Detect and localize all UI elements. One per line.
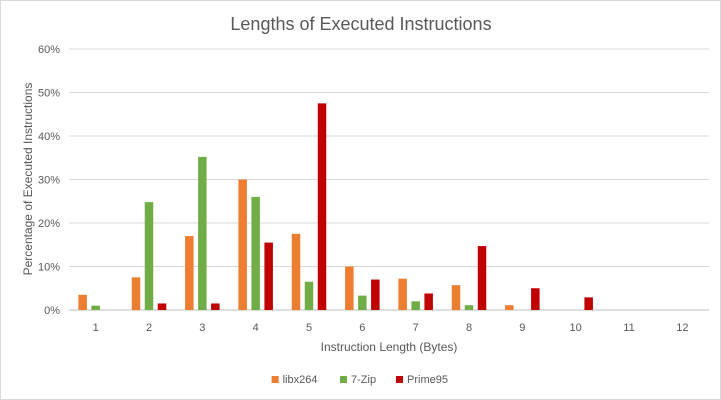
bar-prime95-2 xyxy=(157,303,167,310)
bar-7-zip-1 xyxy=(91,305,100,310)
x-tick-label: 7 xyxy=(413,322,419,334)
bar-7-zip-3 xyxy=(198,156,207,310)
bar-libx264-8 xyxy=(451,285,461,310)
bar-7-zip-7 xyxy=(411,301,420,310)
bar-prime95-3 xyxy=(211,303,220,310)
bar-libx264-3 xyxy=(185,236,194,310)
bar-prime95-9 xyxy=(531,288,540,310)
legend-label-prime95: Prime95 xyxy=(407,374,448,386)
x-tick-label: 3 xyxy=(199,322,205,334)
bar-7-zip-4 xyxy=(251,196,260,310)
x-tick-label: 6 xyxy=(359,322,365,334)
x-tick-label: 1 xyxy=(93,322,99,334)
x-tick-label: 10 xyxy=(570,322,582,334)
bar-prime95-4 xyxy=(264,242,273,310)
gridlines xyxy=(69,48,709,311)
bar-libx264-2 xyxy=(131,277,141,310)
legend-swatch-libx264 xyxy=(271,376,279,383)
bar-prime95-8 xyxy=(477,246,487,310)
legend-swatch-7-zip xyxy=(340,376,347,383)
x-tick-label: 5 xyxy=(306,322,312,334)
bar-libx264-6 xyxy=(345,266,354,310)
bars xyxy=(78,103,593,310)
bar-7-zip-6 xyxy=(358,295,367,310)
y-tick-label: 50% xyxy=(38,88,60,100)
bar-prime95-7 xyxy=(424,293,433,310)
bar-libx264-7 xyxy=(398,278,407,310)
bar-libx264-4 xyxy=(238,179,247,310)
bar-prime95-5 xyxy=(317,103,327,310)
x-tick-label: 8 xyxy=(466,322,472,334)
x-tick-label: 9 xyxy=(519,322,525,334)
x-tick-label: 4 xyxy=(253,322,259,334)
bar-libx264-1 xyxy=(78,294,87,310)
x-tick-label: 2 xyxy=(146,322,152,334)
x-tick-label: 11 xyxy=(623,322,634,334)
x-tick-label: 12 xyxy=(676,322,688,334)
y-tick-label: 0% xyxy=(44,305,60,317)
legend: libx264 7-Zip Prime95 xyxy=(271,374,448,386)
bar-prime95-10 xyxy=(584,297,593,310)
legend-label-libx264: libx264 xyxy=(283,374,318,386)
y-tick-label: 60% xyxy=(38,44,60,56)
y-tick-label: 20% xyxy=(38,218,60,230)
x-axis-ticks: 1 2 3 4 5 6 7 8 9 10 11 12 xyxy=(93,322,689,334)
bar-libx264-9 xyxy=(505,305,514,310)
y-tick-label: 40% xyxy=(38,131,60,143)
bar-libx264-5 xyxy=(291,233,301,310)
y-axis-title: Percentage of Executed Instructions xyxy=(21,83,35,276)
y-tick-label: 10% xyxy=(38,262,60,274)
bar-7-zip-2 xyxy=(144,202,154,310)
bar-7-zip-8 xyxy=(464,305,474,310)
bar-7-zip-5 xyxy=(304,281,314,310)
legend-label-7-zip: 7-Zip xyxy=(351,374,376,386)
chart-title: Lengths of Executed Instructions xyxy=(230,14,491,34)
bar-prime95-6 xyxy=(371,279,380,310)
legend-swatch-prime95 xyxy=(396,376,403,383)
x-axis-title: Instruction Length (Bytes) xyxy=(321,340,458,354)
y-tick-label: 30% xyxy=(38,175,60,187)
y-axis-ticks: 0% 10% 20% 30% 40% 50% 60% xyxy=(38,44,60,317)
